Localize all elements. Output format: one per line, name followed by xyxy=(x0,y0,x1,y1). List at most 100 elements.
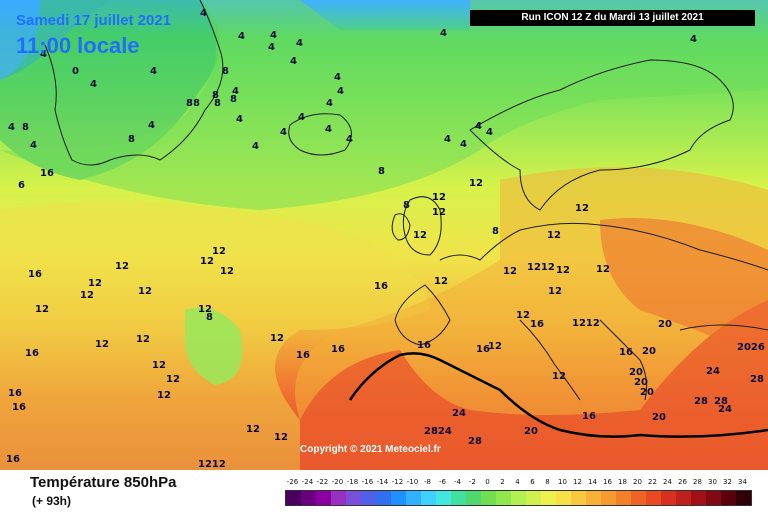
isotherm-label: 4 xyxy=(238,31,245,42)
legend-tick: 0 xyxy=(485,478,490,486)
legend-swatch xyxy=(421,491,436,505)
legend-tick: 26 xyxy=(678,478,687,486)
legend-tick: 32 xyxy=(723,478,732,486)
isotherm-label: 8 xyxy=(212,90,219,101)
legend-tick: 20 xyxy=(633,478,642,486)
isotherm-label: 4 xyxy=(326,98,333,109)
isotherm-label: 4 xyxy=(236,114,243,125)
legend-tick: -4 xyxy=(454,478,461,486)
legend-swatch xyxy=(406,491,421,505)
isotherm-label: 4 xyxy=(200,8,207,19)
isotherm-label: 12 xyxy=(198,304,212,315)
isotherm-label: 8 xyxy=(230,94,237,105)
isotherm-label: 4 xyxy=(325,124,332,135)
isotherm-label: 20 xyxy=(524,426,538,437)
isotherm-label: 4 xyxy=(337,86,344,97)
europe-coast xyxy=(439,222,768,271)
isotherm-label: 16 xyxy=(619,347,633,358)
isotherm-label: 16 xyxy=(12,402,26,413)
legend-tick: 12 xyxy=(573,478,582,486)
isotherm-label: 28 xyxy=(750,374,764,385)
isotherm-label: 4 xyxy=(150,66,157,77)
legend-swatch xyxy=(316,491,331,505)
isotherm-label: 20 xyxy=(658,319,672,330)
isotherm-label: 12 xyxy=(35,304,49,315)
isotherm-label: 12 xyxy=(88,278,102,289)
run-info: Run ICON 12 Z du Mardi 13 juillet 2021 xyxy=(470,10,755,26)
legend-tick: 6 xyxy=(530,478,535,486)
isotherm-label: 20 xyxy=(642,346,656,357)
isotherm-label: 88 xyxy=(186,98,200,109)
legend-tick: 24 xyxy=(663,478,672,486)
isotherm-label: 4 xyxy=(475,121,482,132)
isotherm-label: 12 xyxy=(516,310,530,321)
isotherm-label: 8 xyxy=(403,200,410,211)
italy-coast xyxy=(519,319,581,401)
isotherm-label: 16 xyxy=(530,319,544,330)
isotherm-label: 1212 xyxy=(572,318,600,329)
isotherm-label: 12 xyxy=(469,178,483,189)
legend-tick: 30 xyxy=(708,478,717,486)
isotherm-label: 12 xyxy=(556,265,570,276)
legend-tick: 16 xyxy=(603,478,612,486)
legend-swatch xyxy=(451,491,466,505)
legend-tick: 8 xyxy=(545,478,550,486)
isotherm-label: 20 xyxy=(634,377,648,388)
balkans-coast xyxy=(599,319,648,401)
legend-tick: -14 xyxy=(376,478,389,486)
legend-tick: -26 xyxy=(286,478,299,486)
legend-swatch xyxy=(496,491,511,505)
legend-swatch xyxy=(541,491,556,505)
legend-tick: 14 xyxy=(588,478,597,486)
isotherm-label: 4 xyxy=(346,134,353,145)
scandinavia-coast xyxy=(469,59,734,211)
legend-ticks: -26 -24 -22 -20 -18 -16 -14 -12 -10 -8 -6 -4 -2 0 2 4 6 8… xyxy=(285,478,750,490)
isotherm-label: 12 xyxy=(434,276,448,287)
isotherm-label: 2824 xyxy=(424,426,452,437)
isotherm-label: 16 xyxy=(8,388,22,399)
isotherm-label: 12 xyxy=(152,360,166,371)
legend-swatch xyxy=(346,491,361,505)
isotherm-label: 20 xyxy=(629,367,643,378)
isotherm-label: 4 xyxy=(460,139,467,150)
isotherm-label: 4 xyxy=(296,38,303,49)
legend-tick: -12 xyxy=(391,478,404,486)
iceland-coast xyxy=(288,113,352,156)
isotherm-label: 12 xyxy=(166,374,180,385)
isotherm-label: 12 xyxy=(220,266,234,277)
legend-swatch xyxy=(691,491,706,505)
isotherm-label: 8 xyxy=(206,312,213,323)
isotherm-label: 4 xyxy=(486,127,493,138)
legend-swatch xyxy=(301,491,316,505)
isotherm-label: 16 xyxy=(6,454,20,465)
isotherm-label: 4 xyxy=(30,140,37,151)
map-footer: Température 850hPa (+ 93h) -26 -24 -22 -20-… xyxy=(0,470,768,512)
isotherm-label: 20 xyxy=(652,412,666,423)
legend-swatch xyxy=(376,491,391,505)
isotherm-label: 6 xyxy=(18,180,25,191)
isotherm-label: 12 xyxy=(270,333,284,344)
legend-swatch xyxy=(286,491,301,505)
temperature-map: 4 4 4 4 4 4 4 4 4 0 4 8 4 4 4 4 88 8 8 8 4 4 8 4 4 4 4 4 4 4 4 4 4 8 4 4 16 6… xyxy=(0,0,768,470)
legend-swatch xyxy=(646,491,661,505)
isotherm-label: 16 xyxy=(582,411,596,422)
isotherm-label: 12 xyxy=(575,203,589,214)
copyright-notice: Copyright © 2021 Meteociel.fr xyxy=(300,444,441,455)
isotherm-label: 4 xyxy=(252,141,259,152)
forecast-date: Samedi 17 juillet 2021 xyxy=(16,12,172,29)
isotherm-label: 12 xyxy=(80,290,94,301)
isotherm-label: 0 xyxy=(72,66,79,77)
legend-swatch xyxy=(481,491,496,505)
iberia-coast xyxy=(394,284,451,346)
isotherm-label: 8 xyxy=(492,226,499,237)
legend-tick: 22 xyxy=(648,478,657,486)
isotherm-label: 28 xyxy=(468,436,482,447)
legend-tick: 10 xyxy=(558,478,567,486)
legend-tick: -10 xyxy=(406,478,419,486)
legend-tick: 2 xyxy=(500,478,505,486)
legend-swatch xyxy=(676,491,691,505)
legend-tick: -22 xyxy=(316,478,329,486)
isotherm-label: 4 xyxy=(8,122,15,133)
legend-swatch xyxy=(331,491,346,505)
legend-swatch xyxy=(436,491,451,505)
